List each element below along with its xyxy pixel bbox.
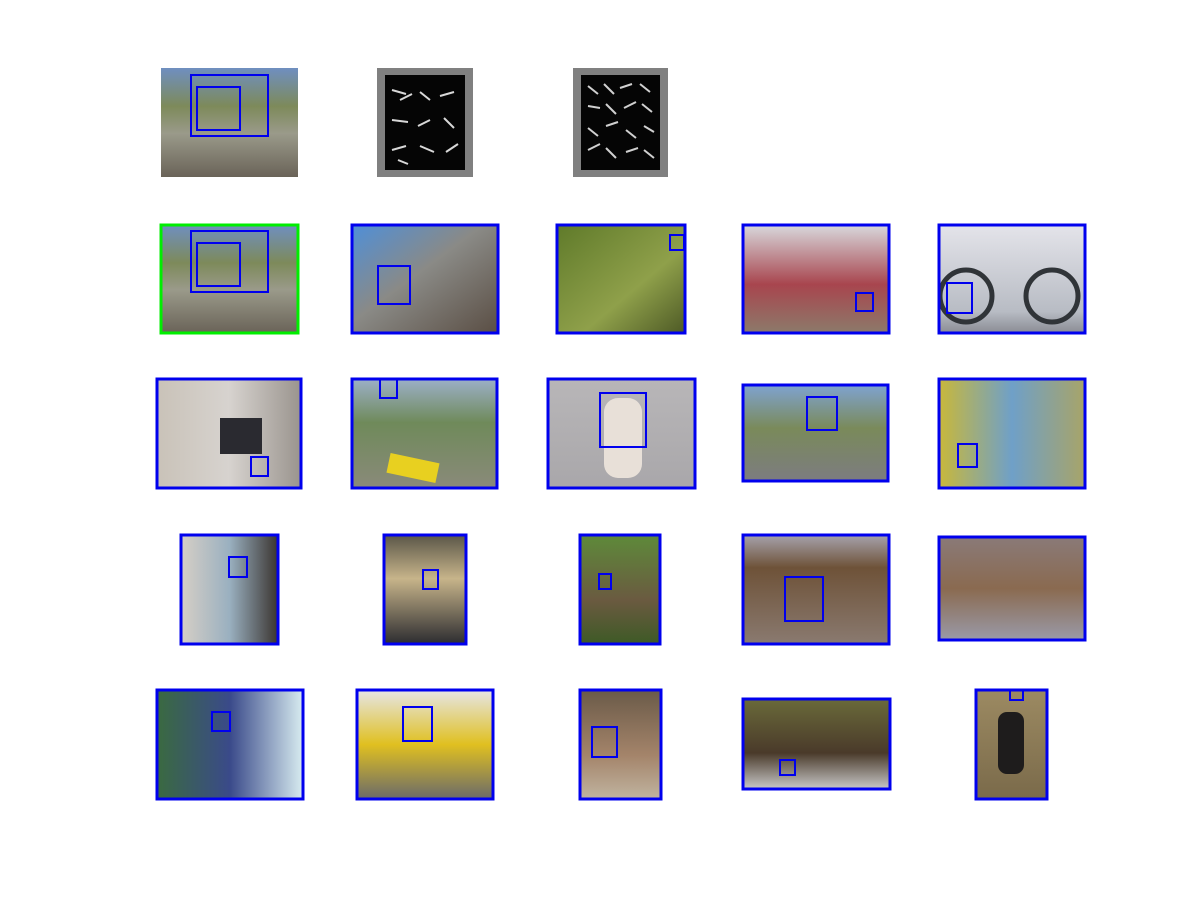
result-image xyxy=(743,699,890,789)
wheel xyxy=(1023,267,1081,325)
result-tile xyxy=(355,688,495,801)
result-image xyxy=(580,535,660,644)
detection-box xyxy=(402,706,433,742)
detection-box xyxy=(591,726,618,758)
result-tile xyxy=(741,697,892,791)
result-tile xyxy=(741,533,891,646)
result-tile xyxy=(741,383,890,483)
result-image xyxy=(557,225,685,333)
detection-box xyxy=(228,556,248,578)
result-tile xyxy=(159,223,300,335)
detection-box xyxy=(855,292,874,312)
detection-box xyxy=(598,573,612,590)
result-image xyxy=(352,225,498,333)
hog-template xyxy=(573,68,668,177)
result-tile xyxy=(546,377,697,490)
frame xyxy=(741,533,891,646)
detection-box xyxy=(784,576,824,622)
frame xyxy=(350,377,499,490)
detection-box xyxy=(190,74,269,137)
frame xyxy=(937,377,1087,490)
correct-frame xyxy=(159,223,300,335)
hog-strokes xyxy=(391,89,459,165)
bus xyxy=(386,453,440,483)
detection-box xyxy=(1009,689,1024,701)
frame xyxy=(382,533,468,646)
result-image xyxy=(580,690,661,799)
query-image xyxy=(161,68,298,177)
frame xyxy=(741,383,890,483)
detection-box xyxy=(806,396,838,431)
frame xyxy=(350,223,500,335)
result-tile xyxy=(937,223,1087,335)
dog xyxy=(604,398,642,478)
dog xyxy=(998,712,1024,774)
frame xyxy=(937,223,1087,335)
result-image xyxy=(743,385,888,481)
result-image xyxy=(161,225,298,333)
result-tile xyxy=(155,377,303,490)
result-tile xyxy=(741,223,891,335)
query-tile xyxy=(161,68,298,177)
result-tile xyxy=(578,533,662,646)
hog-strokes xyxy=(587,83,655,159)
frame xyxy=(355,688,495,801)
result-image xyxy=(357,690,493,799)
result-tile xyxy=(937,377,1087,490)
detection-box xyxy=(379,378,398,399)
result-tile xyxy=(578,688,663,801)
detection-box xyxy=(196,242,241,287)
detection-box xyxy=(669,234,685,251)
result-image xyxy=(157,690,303,799)
frame xyxy=(555,223,687,335)
result-tile xyxy=(350,223,500,335)
detection-box xyxy=(190,230,269,293)
detection-box xyxy=(599,392,647,448)
detection-box xyxy=(946,282,973,314)
result-tile xyxy=(179,533,280,646)
frame xyxy=(741,223,891,335)
frame xyxy=(937,535,1087,642)
result-tile xyxy=(937,535,1087,642)
result-image xyxy=(939,537,1085,640)
result-image xyxy=(743,535,889,644)
frame xyxy=(578,533,662,646)
result-tile xyxy=(155,688,305,801)
result-image xyxy=(181,535,278,644)
detection-box xyxy=(250,456,269,477)
detection-box xyxy=(211,711,231,732)
frame xyxy=(546,377,697,490)
monitor xyxy=(220,418,262,454)
frame xyxy=(578,688,663,801)
detection-box xyxy=(422,569,439,590)
result-tile xyxy=(555,223,687,335)
detection-box xyxy=(196,86,241,131)
result-image xyxy=(743,225,889,333)
result-tile xyxy=(974,688,1049,801)
result-tile xyxy=(350,377,499,490)
detection-box xyxy=(957,443,978,468)
result-tile xyxy=(382,533,468,646)
detection-box xyxy=(377,265,411,305)
frame xyxy=(155,377,303,490)
result-image xyxy=(939,225,1085,333)
hog-template xyxy=(377,68,473,177)
frame xyxy=(741,697,892,791)
detection-box xyxy=(779,759,796,776)
result-image xyxy=(939,379,1085,488)
frame xyxy=(155,688,305,801)
frame xyxy=(179,533,280,646)
